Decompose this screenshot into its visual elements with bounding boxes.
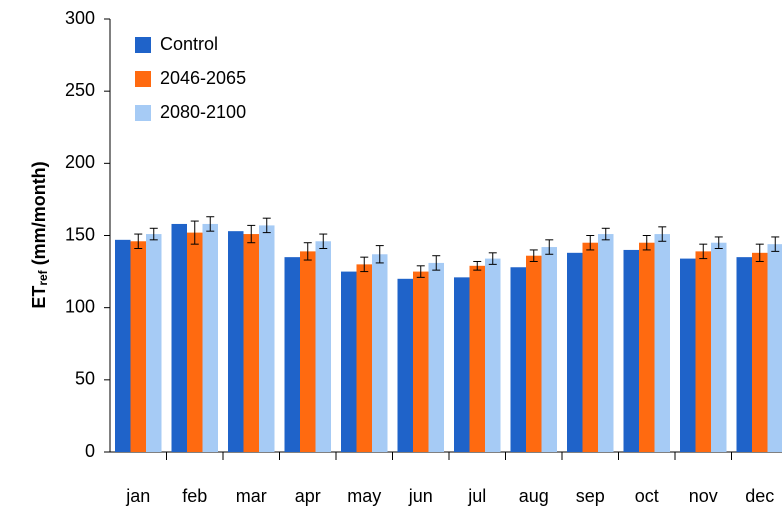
error-bar	[432, 255, 441, 271]
bar	[300, 251, 316, 452]
x-tick-label: feb	[182, 486, 207, 506]
bar	[372, 254, 388, 452]
x-tick-label: may	[347, 486, 381, 506]
legend-swatch	[135, 71, 151, 87]
y-label-rest: (mm/month)	[29, 161, 49, 270]
legend-label: Control	[160, 34, 218, 54]
error-bar	[303, 242, 312, 261]
y-tick-label: 300	[65, 8, 95, 28]
error-bar	[190, 220, 199, 245]
legend-swatch	[135, 37, 151, 53]
bar	[654, 234, 670, 452]
x-tick-label: dec	[745, 486, 774, 506]
x-tick-label: jan	[125, 486, 150, 506]
error-bar	[658, 226, 667, 242]
bar	[582, 242, 598, 452]
error-bar	[206, 216, 215, 232]
error-bar	[642, 235, 651, 251]
bar	[541, 247, 557, 452]
error-bar	[771, 236, 780, 252]
bar	[680, 258, 696, 452]
bar	[341, 271, 357, 452]
bar	[767, 244, 782, 452]
legend-label: 2080-2100	[160, 102, 246, 122]
bar	[695, 251, 711, 452]
bar	[454, 277, 470, 452]
error-bar	[755, 243, 764, 262]
bar	[428, 262, 444, 452]
bar	[243, 234, 259, 452]
bar	[413, 271, 429, 452]
y-tick-label: 100	[65, 296, 95, 316]
bar	[567, 252, 583, 452]
bar	[187, 232, 203, 452]
error-bar	[416, 265, 425, 278]
x-tick-label: jul	[467, 486, 486, 506]
x-tick-label: aug	[519, 486, 549, 506]
error-bar	[247, 224, 256, 244]
error-bar	[319, 233, 328, 249]
x-tick-label: oct	[635, 486, 659, 506]
y-label-sub: ref	[36, 269, 50, 285]
bar	[598, 234, 614, 452]
bar	[146, 234, 162, 452]
y-label-main: ET	[29, 286, 49, 309]
bar	[397, 278, 413, 452]
bar	[115, 239, 131, 452]
bar	[356, 264, 372, 452]
bar	[736, 257, 752, 452]
error-bar	[149, 227, 158, 241]
y-tick-label: 0	[85, 441, 95, 461]
y-tick-label: 150	[65, 224, 95, 244]
error-bar	[375, 245, 384, 264]
error-bar	[586, 235, 595, 251]
error-bar	[134, 233, 143, 249]
error-bar	[601, 227, 610, 241]
legend-swatch	[135, 105, 151, 121]
bar	[469, 265, 485, 452]
x-tick-label: nov	[689, 486, 718, 506]
bar	[752, 252, 768, 452]
legend-label: 2046-2065	[160, 68, 246, 88]
error-bar	[262, 217, 271, 234]
error-bar	[473, 260, 482, 271]
x-tick-label: mar	[236, 486, 267, 506]
error-bar	[488, 252, 497, 265]
bar	[623, 249, 639, 452]
bar	[315, 241, 331, 452]
y-tick-label: 50	[75, 369, 95, 389]
error-bar	[529, 249, 538, 262]
bar	[526, 255, 542, 452]
bar	[171, 223, 187, 452]
bar	[202, 223, 218, 452]
bar	[284, 257, 300, 452]
x-tick-label: jun	[408, 486, 433, 506]
error-bar	[360, 256, 369, 273]
bar	[711, 242, 727, 452]
error-bar	[699, 243, 708, 260]
y-axis-label: ETref (mm/month)	[29, 161, 50, 308]
bar	[228, 231, 244, 452]
bar	[130, 241, 146, 452]
error-bar	[714, 236, 723, 249]
error-bar	[545, 239, 554, 255]
bar	[485, 258, 501, 452]
bar	[510, 267, 526, 452]
x-tick-label: apr	[295, 486, 321, 506]
bar	[259, 225, 275, 452]
bar	[639, 242, 655, 452]
y-tick-label: 250	[65, 80, 95, 100]
y-tick-label: 200	[65, 152, 95, 172]
x-tick-label: sep	[576, 486, 605, 506]
